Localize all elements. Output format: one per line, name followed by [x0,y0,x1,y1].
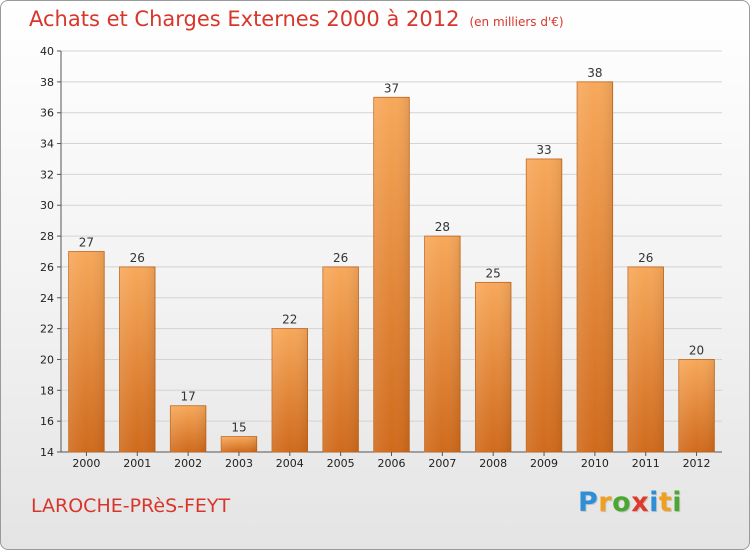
value-label-2001: 26 [130,251,145,265]
y-tick-label: 16 [40,415,54,428]
bar-sheen-2007 [424,236,461,452]
bar-sheen-2006 [373,97,410,453]
logo-letter: P [578,487,599,518]
logo-letter: r [598,487,613,518]
x-tick-label-2010: 2010 [581,457,609,470]
y-tick-label: 20 [40,353,54,366]
proxiti-logo: Proxiti [578,487,682,518]
chart-title-text: Achats et Charges Externes 2000 à 2012 [29,7,460,31]
value-label-2009: 33 [536,143,551,157]
bar-sheen-2005 [322,266,359,452]
logo-letter: i [649,487,659,518]
bar-sheen-2012 [678,359,715,452]
logo-letter: i [672,487,683,518]
value-label-2010: 38 [587,66,602,80]
x-tick-label-2001: 2001 [123,457,151,470]
y-tick-label: 36 [40,107,54,120]
value-label-2011: 26 [638,251,653,265]
value-label-2006: 37 [384,81,399,95]
x-tick-label-2007: 2007 [428,457,456,470]
y-tick-label: 26 [40,261,54,274]
bar-sheen-2011 [627,266,664,452]
x-tick-label-2004: 2004 [276,457,304,470]
bar-sheen-2009 [526,158,562,452]
logo-letter: o [612,487,632,518]
chart-title: Achats et Charges Externes 2000 à 2012 (e… [29,7,564,31]
bar-sheen-2003 [221,436,257,452]
y-tick-label: 34 [40,138,54,151]
value-label-2004: 22 [282,313,297,327]
value-label-2000: 27 [79,236,94,250]
y-tick-label: 40 [40,45,54,58]
value-label-2007: 28 [435,220,450,234]
y-tick-label: 38 [40,76,54,89]
chart-unit: (en milliers d'€) [469,15,564,29]
logo-letter: t [658,487,673,518]
x-tick-labels: 2000 2001 2002 2003 2004 2005 2006 2007 2008 2009… [72,452,711,470]
value-label-2008: 25 [486,266,501,280]
bar-sheen-2001 [119,266,156,452]
y-tick-labels: 14 16 18 20 22 24 26 28 30 32 34 36 38 40 [40,45,54,459]
bar-sheen-2008 [475,282,511,452]
y-tick-label: 14 [40,446,54,459]
value-label-2003: 15 [231,421,246,435]
y-tick-label: 30 [40,199,54,212]
x-tick-label-2008: 2008 [479,457,507,470]
value-label-2012: 20 [689,343,704,357]
value-label-2005: 26 [333,251,348,265]
x-tick-label-2003: 2003 [225,457,253,470]
x-tick-label-2005: 2005 [327,457,355,470]
city-name: LAROCHE-PRèS-FEYT [31,495,231,517]
y-tick-label: 18 [40,384,54,397]
x-tick-label-2000: 2000 [72,457,100,470]
x-tick-label-2009: 2009 [530,457,558,470]
bar-sheen-2010 [577,81,613,452]
y-tick-label: 24 [40,292,54,305]
value-label-2002: 17 [180,390,195,404]
bar-sheen-2004 [272,328,308,452]
bar-sheen-2002 [170,405,206,452]
logo-letter: x [631,487,650,518]
x-tick-label-2006: 2006 [378,457,406,470]
x-tick-label-2011: 2011 [632,457,660,470]
value-labels: 27 26 17 15 22 26 37 28 25 33 38 26 20 [79,66,704,435]
y-tick-label: 22 [40,323,54,336]
x-tick-label-2012: 2012 [683,457,711,470]
bar-sheen-2000 [68,251,105,452]
x-tick-label-2002: 2002 [174,457,202,470]
y-tick-label: 32 [40,168,54,181]
y-tick-label: 28 [40,230,54,243]
bars [68,81,715,453]
